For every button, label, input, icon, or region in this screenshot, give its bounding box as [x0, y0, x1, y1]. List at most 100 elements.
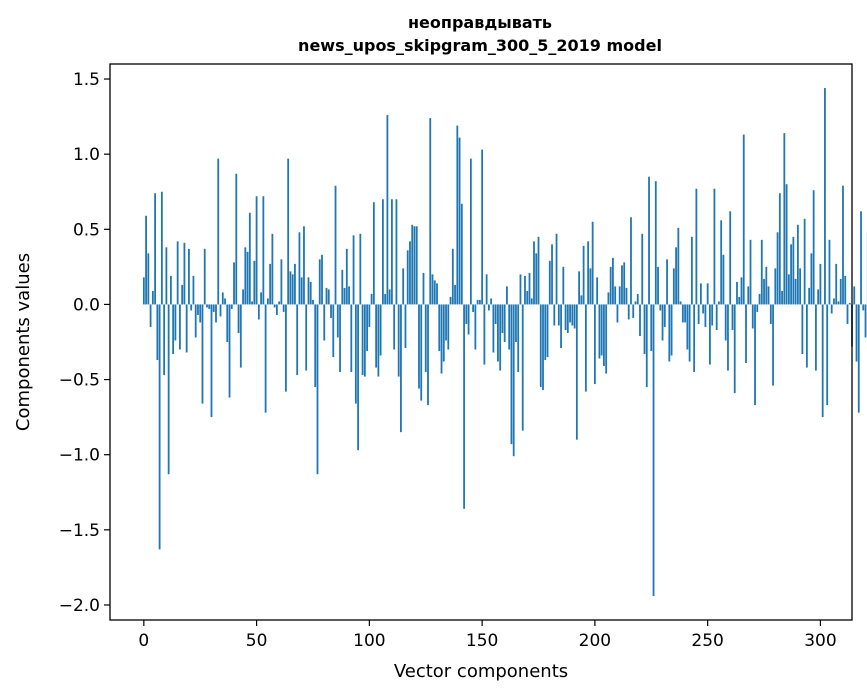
bar	[257, 304, 260, 320]
bar	[409, 241, 411, 305]
bar	[803, 218, 806, 305]
bar	[621, 265, 623, 305]
bar	[275, 304, 278, 315]
bar	[767, 286, 770, 305]
bar	[372, 202, 375, 305]
bar	[711, 304, 714, 326]
bar	[774, 268, 777, 305]
bar	[857, 304, 860, 413]
y-tick-label: −1.0	[59, 446, 100, 466]
bar	[533, 241, 535, 305]
bar	[343, 287, 346, 305]
bar	[156, 304, 159, 361]
y-axis-label: Components values	[13, 253, 34, 431]
bar	[546, 304, 549, 358]
bar	[758, 293, 761, 305]
bar	[174, 304, 177, 341]
bar	[330, 304, 332, 318]
bar	[287, 158, 290, 305]
bar	[316, 304, 319, 475]
bar	[269, 263, 272, 305]
bar	[336, 304, 339, 338]
bar	[715, 304, 718, 330]
bar	[846, 304, 849, 324]
bar	[219, 304, 222, 317]
bar	[848, 302, 851, 305]
bar	[226, 304, 229, 342]
bar	[584, 304, 587, 392]
bar	[323, 304, 326, 341]
bar	[837, 301, 840, 305]
bar	[778, 193, 781, 305]
bar	[769, 304, 772, 324]
bar	[819, 263, 822, 305]
bar	[318, 259, 321, 305]
bar	[596, 277, 599, 305]
bar	[582, 245, 585, 305]
bar	[354, 304, 357, 404]
bar	[210, 304, 213, 418]
bar	[684, 304, 686, 323]
y-tick-label: 1.5	[73, 70, 100, 90]
bar	[630, 217, 632, 305]
bar	[379, 304, 382, 356]
bar	[230, 304, 233, 309]
bar	[361, 304, 364, 376]
bar	[781, 290, 783, 305]
bar	[442, 304, 445, 362]
bar	[747, 286, 750, 305]
bar	[713, 188, 716, 305]
bar	[817, 289, 820, 305]
bar	[282, 304, 285, 312]
bar	[643, 304, 646, 355]
bar	[400, 304, 402, 433]
bar	[300, 277, 303, 305]
bar	[485, 274, 488, 305]
bar	[654, 181, 657, 305]
y-tick-label: 1.0	[73, 145, 100, 165]
x-axis-label: Vector components	[394, 661, 568, 682]
bar	[456, 125, 459, 305]
bar	[145, 215, 147, 305]
plot-frame	[109, 63, 853, 621]
bar	[844, 275, 847, 305]
bar	[693, 304, 696, 373]
bar	[151, 290, 154, 305]
bar	[467, 304, 470, 335]
bar	[542, 304, 544, 391]
bar	[359, 233, 362, 305]
bar	[314, 304, 317, 388]
bar	[404, 304, 407, 349]
bar	[411, 224, 414, 305]
bar	[589, 268, 592, 305]
bar	[517, 304, 520, 373]
bar	[463, 304, 465, 509]
bar	[386, 115, 389, 305]
bar	[460, 203, 463, 305]
bar	[560, 304, 562, 349]
bar	[636, 293, 639, 305]
bar	[458, 137, 461, 305]
bar	[188, 248, 190, 305]
bar	[668, 304, 671, 362]
x-tick-label: 200	[579, 631, 611, 651]
x-tick-label: 250	[691, 631, 723, 651]
bar	[526, 290, 529, 305]
bar	[593, 304, 596, 385]
bar	[185, 304, 188, 353]
bar	[672, 268, 675, 305]
bar	[519, 274, 522, 305]
bar	[614, 286, 617, 305]
x-tick-label: 50	[246, 631, 268, 651]
bar	[273, 304, 276, 308]
bar	[393, 304, 396, 350]
bar	[179, 304, 181, 350]
bar	[142, 277, 145, 305]
bar	[433, 280, 436, 305]
bar	[215, 304, 217, 323]
bar	[327, 289, 330, 305]
bar	[508, 304, 511, 350]
bar	[736, 281, 738, 305]
